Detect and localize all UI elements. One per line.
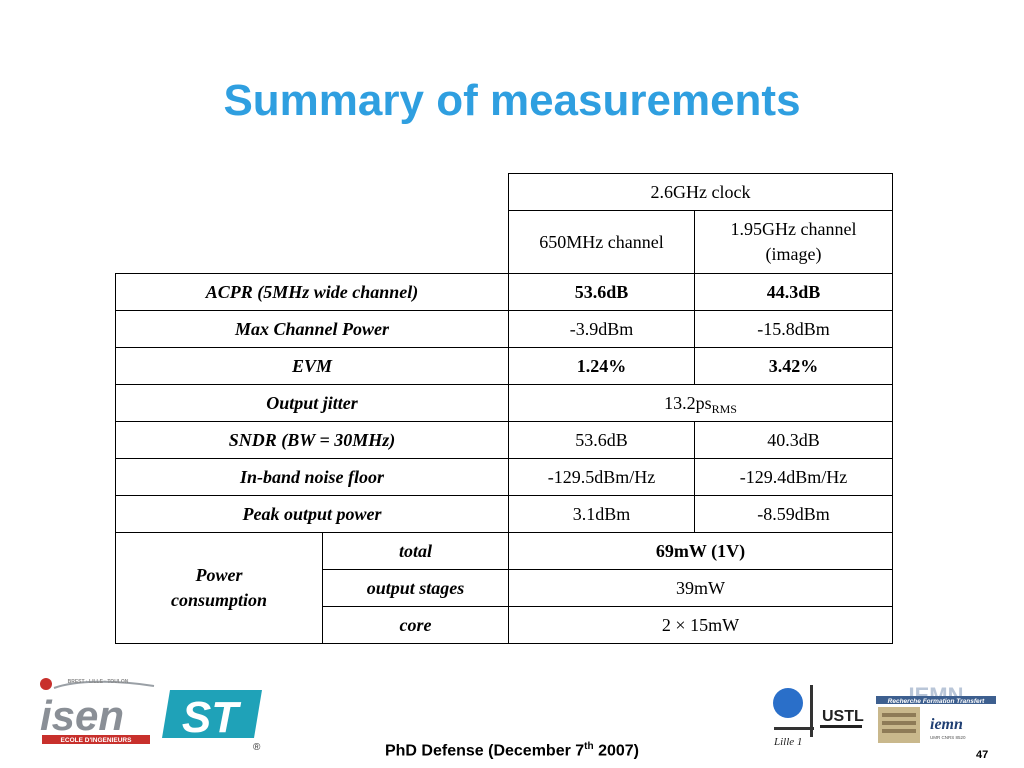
row-value: 3.42% — [694, 347, 893, 385]
page-number: 47 — [976, 749, 989, 761]
table-row: core 2 × 15mW — [116, 606, 893, 644]
row-value: 44.3dB — [694, 273, 893, 311]
table-row: In-band noise floor -129.5dBm/Hz -129.4d… — [115, 458, 893, 496]
power-sub-label: total — [322, 532, 509, 570]
st-wordmark: ST — [182, 693, 241, 742]
isen-cities: BREST · LILLE · TOULON — [68, 679, 129, 685]
row-label: Max Channel Power — [115, 310, 509, 348]
isen-logo: BREST · LILLE · TOULON isen ECOLE D'INGE… — [36, 672, 158, 746]
power-value: 39mW — [508, 569, 893, 607]
row-value: -15.8dBm — [694, 310, 893, 348]
table-row: Max Channel Power -3.9dBm -15.8dBm — [115, 310, 893, 348]
st-logo: ST ® — [158, 686, 268, 753]
power-label-line2: consumption — [170, 590, 268, 610]
row-value: -129.4dBm/Hz — [694, 458, 893, 496]
row-value: 40.3dB — [694, 421, 893, 459]
power-value: 69mW (1V) — [508, 532, 893, 570]
footer-suffix: 2007) — [593, 742, 639, 760]
slide-title: Summary of measurements — [223, 76, 801, 125]
col2-header: 1.95GHz channel (image) — [694, 210, 893, 274]
footer-prefix: PhD Defense (December 7 — [384, 742, 585, 760]
row-value: 53.6dB — [508, 273, 695, 311]
row-label: ACPR (5MHz wide channel) — [115, 273, 509, 311]
table-row: EVM 1.24% 3.42% — [115, 347, 893, 385]
empty-corner-cell — [115, 173, 509, 274]
table-header-row: 650MHz channel 1.95GHz channel (image) — [116, 210, 893, 274]
iemn-tagline: Recherche Formation Transfert — [888, 698, 986, 705]
row-value: 53.6dB — [508, 421, 695, 459]
isen-subtitle: ECOLE D'INGENIEURS — [61, 737, 133, 744]
ustl-logo: USTL Lille 1 — [770, 683, 865, 749]
col2-header-line2: (image) — [765, 244, 822, 264]
isen-dot-icon — [40, 678, 52, 690]
power-sub-label: core — [322, 606, 509, 644]
row-label: Output jitter — [115, 384, 509, 422]
power-sub-label: output stages — [322, 569, 509, 607]
merged-value: 13.2psRMS — [508, 384, 893, 422]
power-consumption-label: Power consumption — [115, 532, 323, 644]
clock-header: 2.6GHz clock — [508, 173, 893, 211]
st-registered: ® — [253, 742, 261, 752]
iemn-logo: IEMN Recherche Formation Transfert iemn … — [874, 683, 998, 747]
footer-text: PhD Defense (December 7th 2007) — [0, 741, 1024, 760]
table-row: ACPR (5MHz wide channel) 53.6dB 44.3dB — [115, 273, 893, 311]
row-value: 1.24% — [508, 347, 695, 385]
row-value: -8.59dBm — [694, 495, 893, 533]
col1-header: 650MHz channel — [508, 210, 695, 274]
row-label: In-band noise floor — [115, 458, 509, 496]
table-row: Peak output power 3.1dBm -8.59dBm — [115, 495, 893, 533]
ustl-circle-icon — [773, 688, 803, 718]
power-value: 2 × 15mW — [508, 606, 893, 644]
row-label: SNDR (BW = 30MHz) — [115, 421, 509, 459]
row-value: -129.5dBm/Hz — [508, 458, 695, 496]
jitter-value: 13.2ps — [664, 392, 712, 413]
table-row: Power consumption total 69mW (1V) — [115, 532, 893, 644]
power-label-line1: Power — [195, 565, 243, 585]
iemn-small-wordmark: iemn — [930, 716, 963, 733]
table-header-row: 2.6GHz clock — [115, 173, 893, 274]
isen-wordmark: isen — [40, 692, 124, 739]
row-value: -3.9dBm — [508, 310, 695, 348]
col2-header-line1: 1.95GHz channel — [730, 219, 857, 239]
measurements-table: 2.6GHz clock 650MHz channel 1.95GHz chan… — [115, 173, 893, 644]
row-label: Peak output power — [115, 495, 509, 533]
footer-superscript: th — [584, 741, 594, 752]
row-value: 3.1dBm — [508, 495, 695, 533]
table-row: output stages 39mW — [116, 569, 893, 607]
table-row: Output jitter 13.2psRMS — [115, 384, 893, 422]
ustl-city: Lille 1 — [773, 736, 802, 748]
table-row: SNDR (BW = 30MHz) 53.6dB 40.3dB — [115, 421, 893, 459]
row-label: EVM — [115, 347, 509, 385]
ustl-wordmark: USTL — [822, 708, 864, 725]
iemn-small-caption: UMR CNRS 8520 — [930, 735, 966, 740]
jitter-subscript: RMS — [711, 401, 737, 416]
